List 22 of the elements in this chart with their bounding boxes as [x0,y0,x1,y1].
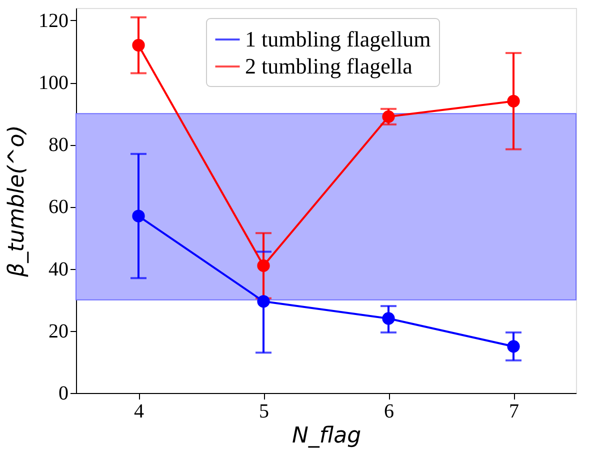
legend-label: 1 tumbling flagellum [245,26,431,52]
y-tick-label: 60 [48,196,68,218]
x-tick-label: 7 [509,400,519,422]
point [132,210,145,222]
y-tick-label: 80 [48,134,68,156]
point [382,312,395,325]
x-tick-label: 6 [384,400,394,422]
y-tick-label: 120 [38,10,68,32]
y-axis-title: β_tumble(^o) [4,125,30,278]
x-tick-label: 5 [259,400,269,422]
y-tick-label: 0 [58,382,68,404]
point [132,38,145,52]
point [257,259,270,272]
point [257,295,270,308]
y-tick-label: 40 [48,258,68,280]
y-tick-label: 100 [38,72,68,94]
legend-label: 2 tumbling flagella [245,54,413,78]
x-tick-label: 4 [134,400,144,422]
y-tick-label: 20 [48,320,68,342]
x-axis-title: N_flag [292,424,362,448]
point [507,340,520,353]
point [507,94,520,108]
